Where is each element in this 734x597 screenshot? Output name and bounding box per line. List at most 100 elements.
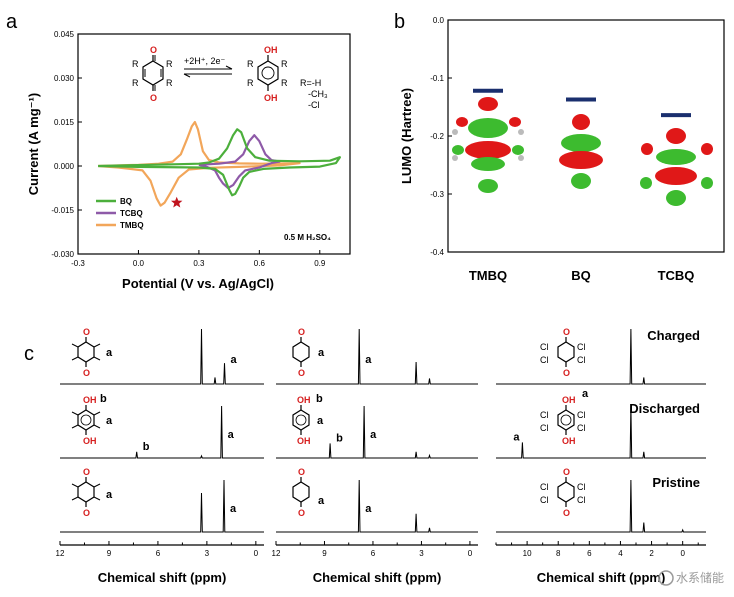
tcbq-charged-structure: O O Cl Cl Cl Cl: [540, 327, 586, 378]
tmbq-orbital-image: [452, 97, 524, 193]
nmr-tick-label: 0: [680, 549, 685, 558]
legend-label-tmbq: TMBQ: [120, 221, 144, 230]
panel-b-levels: TMBQ BQ TCBQ: [469, 88, 695, 283]
structure-label: a: [582, 388, 589, 400]
panel-a-legend: BQ TCBQ TMBQ: [96, 197, 144, 230]
svg-text:O: O: [563, 368, 570, 378]
panel-a-xlabel: Potential (V vs. Ag/AgCl): [122, 276, 274, 291]
panel-a-xtick-label: 0.3: [193, 259, 205, 268]
svg-text:OH: OH: [264, 45, 278, 55]
svg-text:OH: OH: [83, 395, 97, 405]
nmr-state-label-charged: Charged: [647, 328, 700, 343]
reaction-scheme: O O R R R R +2H⁺, 2e⁻ OH OH R R R: [132, 45, 330, 110]
panel-a-xtick-label: 0.0: [133, 259, 145, 268]
svg-text:Cl: Cl: [577, 355, 586, 365]
tmbq-discharged-structure: OH OH: [71, 395, 101, 446]
peak-label: a: [513, 431, 520, 443]
quinone-structure: O O R R R R: [132, 45, 173, 103]
panel-a-frame: [77, 33, 351, 255]
nmr-spectrum-tcbq-pristine: [496, 479, 706, 533]
panel-label-b: b: [394, 11, 405, 33]
peak-label: a: [228, 429, 235, 441]
svg-text:R: R: [132, 59, 139, 69]
svg-text:OH: OH: [562, 436, 576, 446]
panel-b-ytick-label: 0.0: [433, 16, 445, 25]
nmr-tick-label: 6: [156, 549, 161, 558]
svg-text:Cl: Cl: [540, 495, 549, 505]
svg-text:Cl: Cl: [577, 342, 586, 352]
panel-a-ytick-label: 0.015: [54, 118, 75, 127]
svg-text:OH: OH: [297, 436, 311, 446]
svg-text:O: O: [298, 508, 305, 518]
panel-a-electrolyte-annotation: 0.5 M H₂SO₄: [284, 233, 331, 242]
svg-text:Cl: Cl: [577, 423, 586, 433]
panel-a-axes: -0.3 0.0 0.3 0.6 0.9 -0.030 -0.015 0.000 0.015 0.…: [51, 30, 326, 268]
structure-label: b: [100, 393, 107, 405]
nmr-tick-label: 10: [523, 549, 532, 558]
nmr-xlabel: Chemical shift (ppm): [537, 570, 666, 585]
svg-text:OH: OH: [297, 395, 311, 405]
svg-text:Cl: Cl: [540, 423, 549, 433]
wechat-icon: [658, 570, 674, 586]
peak-label: b: [336, 432, 343, 444]
svg-text:O: O: [563, 467, 570, 477]
star-marker: [171, 196, 183, 208]
peak-label: a: [365, 354, 372, 366]
panel-b-category-label: TCBQ: [658, 268, 695, 283]
panel-b-category-label: BQ: [571, 268, 591, 283]
svg-text:Cl: Cl: [540, 410, 549, 420]
nmr-tick-label: 4: [618, 549, 623, 558]
nmr-tick-label: 0: [468, 549, 473, 558]
panel-b-lumo-plot: 0.0 -0.1 -0.2 -0.3 -0.4 TMBQ BQ TCBQ LUMO (Har…: [399, 16, 725, 283]
legend-label-tcbq: TCBQ: [120, 209, 143, 218]
reaction-conditions: +2H⁺, 2e⁻: [184, 56, 226, 66]
peak-label: a: [231, 354, 238, 366]
panel-a-ytick-label: -0.015: [51, 206, 74, 215]
panel-a-ylabel: Current (A mg⁻¹): [26, 93, 41, 195]
cv-curve-tcbq: [198, 134, 281, 190]
nmr-state-label-pristine: Pristine: [652, 475, 700, 490]
svg-text:O: O: [83, 368, 90, 378]
svg-text:R: R: [132, 78, 139, 88]
svg-text:O: O: [298, 467, 305, 477]
peak-label: a: [230, 503, 237, 515]
bq-orbital-image: [559, 114, 603, 189]
panel-a-series: [98, 120, 341, 207]
structure-label: a: [318, 495, 325, 507]
svg-text:O: O: [83, 327, 90, 337]
panel-b-ytick-label: -0.3: [430, 190, 444, 199]
bq-charged-structure: OO: [292, 327, 310, 378]
tcbq-orbital-image: [640, 128, 713, 206]
tmbq-charged-structure: OO: [71, 327, 101, 378]
nmr-tick-label: 3: [419, 549, 424, 558]
nmr-spectrum-bq-discharged: [276, 405, 478, 459]
panel-b-axes: 0.0 -0.1 -0.2 -0.3 -0.4: [430, 16, 452, 257]
panel-a-ytick-label: -0.030: [51, 250, 74, 259]
svg-text:R: R: [281, 59, 288, 69]
structure-label: a: [318, 347, 325, 359]
cv-curve-tmbq: [98, 120, 301, 207]
nmr-tick-label: 0: [254, 549, 259, 558]
substituent-list: R=-H -CH₃ -Cl: [300, 78, 330, 110]
svg-text:O: O: [150, 93, 157, 103]
svg-text:Cl: Cl: [577, 410, 586, 420]
panel-a-ytick-label: 0.030: [54, 74, 75, 83]
svg-text:OH: OH: [562, 395, 576, 405]
svg-text:O: O: [83, 467, 90, 477]
nmr-spectrum-tcbq-discharged: [496, 405, 706, 459]
panel-b-ylabel: LUMO (Hartree): [399, 88, 414, 184]
nmr-tick-label: 12: [56, 549, 65, 558]
nmr-xlabel: Chemical shift (ppm): [313, 570, 442, 585]
nmr-spectrum-tmbq-discharged: [60, 405, 264, 459]
tcbq-pristine-structure: O O Cl Cl Cl Cl: [540, 467, 586, 518]
nmr-state-label-discharged: Discharged: [629, 401, 700, 416]
nmr-xlabel: Chemical shift (ppm): [98, 570, 227, 585]
legend-label-bq: BQ: [120, 197, 132, 206]
svg-text:O: O: [83, 508, 90, 518]
nmr-tick-label: 3: [205, 549, 210, 558]
svg-text:OH: OH: [264, 93, 278, 103]
panel-a-star-marker: [171, 196, 183, 208]
